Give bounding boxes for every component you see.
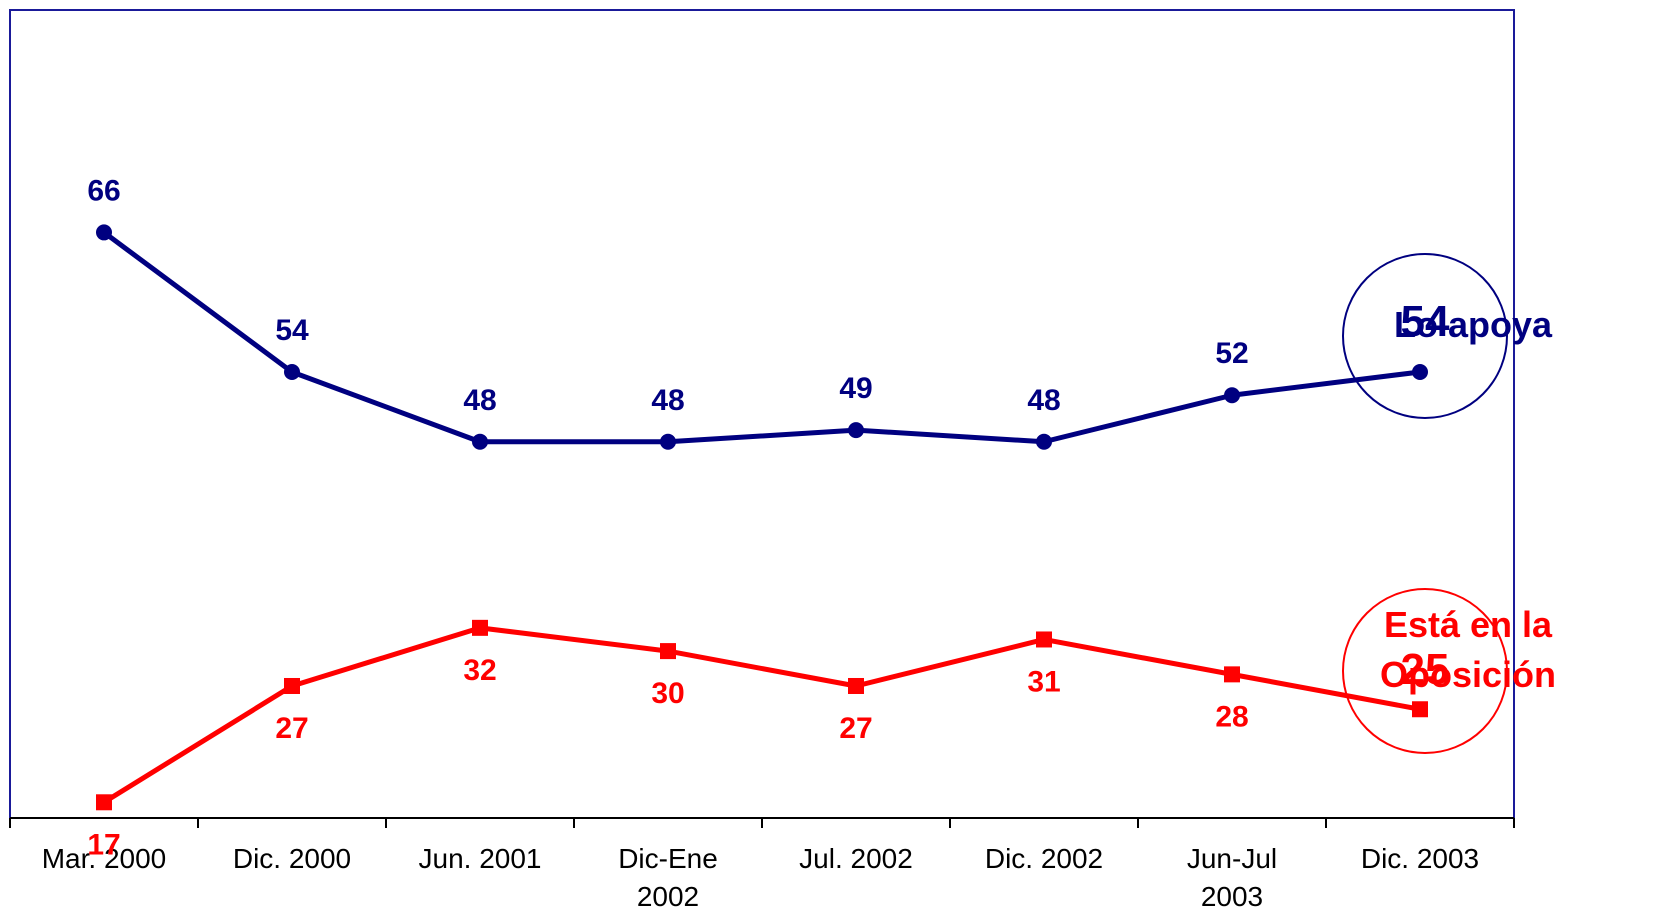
data-point: [284, 677, 300, 694]
data-point: [1036, 631, 1052, 648]
x-tick-label: Dic. 2000: [233, 843, 351, 874]
data-point: [96, 224, 112, 241]
data-point: [1224, 387, 1240, 404]
data-point: [472, 433, 488, 450]
x-tick-label: Dic. 2003: [1361, 843, 1479, 874]
series-layer: 66 54 48 48 49 48 52 17 27 32 30 27 31 28: [87, 174, 1428, 861]
data-label: 48: [1027, 384, 1060, 417]
data-label: 48: [463, 384, 496, 417]
x-tick-label: Jun. 2001: [419, 843, 542, 874]
data-point: [96, 794, 112, 811]
data-point: [660, 433, 676, 450]
x-tick-label: Jun-Jul 2003: [1187, 843, 1277, 912]
highlight-circle: [1342, 588, 1508, 754]
data-point: [848, 422, 864, 439]
series-label: Está en la: [1384, 604, 1553, 645]
data-point: [1412, 701, 1428, 718]
data-point: [660, 643, 676, 660]
end-value: 54: [1401, 297, 1450, 346]
data-label: 27: [275, 712, 308, 745]
data-point: [284, 363, 300, 380]
data-label: 49: [839, 372, 872, 405]
data-label: 52: [1215, 337, 1248, 370]
data-label: 30: [651, 677, 684, 710]
data-point: [1224, 666, 1240, 683]
data-point: [1036, 433, 1052, 450]
data-label: 48: [651, 384, 684, 417]
series-line: [102, 625, 1421, 805]
plot-frame: [9, 9, 1515, 819]
data-label: 66: [87, 174, 120, 207]
series-label: Oposición: [1380, 654, 1556, 695]
x-tick-label: Dic. 2002: [985, 843, 1103, 874]
data-label: 54: [275, 314, 309, 347]
data-label: 32: [463, 654, 496, 687]
series-line: [102, 230, 1421, 445]
highlight-circle: [1342, 253, 1508, 419]
end-value: 25: [1401, 645, 1450, 694]
data-point: [848, 677, 864, 694]
x-tick-label: Dic-Ene 2002: [618, 843, 718, 912]
data-label: 17: [87, 828, 120, 861]
x-tick-label: Jul. 2002: [799, 843, 913, 874]
data-point: [472, 619, 488, 636]
x-tick-labels: Mar. 2000 Dic. 2000 Jun. 2001 Dic-Ene 2002 Ju…: [42, 843, 1479, 912]
data-point: [1412, 363, 1428, 380]
data-label: 28: [1215, 700, 1248, 733]
data-label: 27: [839, 712, 872, 745]
data-label: 31: [1027, 665, 1060, 698]
series-2: 17 27 32 30 27 31 28: [87, 619, 1428, 861]
x-ticks: [9, 818, 1515, 828]
x-tick-label: Mar. 2000: [42, 843, 167, 874]
series-1: 66 54 48 48 49 48 52: [87, 174, 1428, 450]
series-label: Lo apoya: [1394, 304, 1553, 345]
